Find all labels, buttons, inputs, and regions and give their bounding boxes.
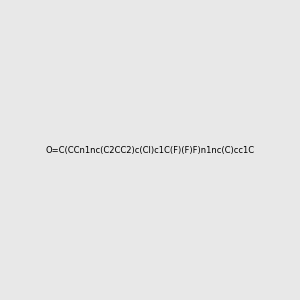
- Text: O=C(CCn1nc(C2CC2)c(Cl)c1C(F)(F)F)n1nc(C)cc1C: O=C(CCn1nc(C2CC2)c(Cl)c1C(F)(F)F)n1nc(C)…: [45, 146, 255, 154]
